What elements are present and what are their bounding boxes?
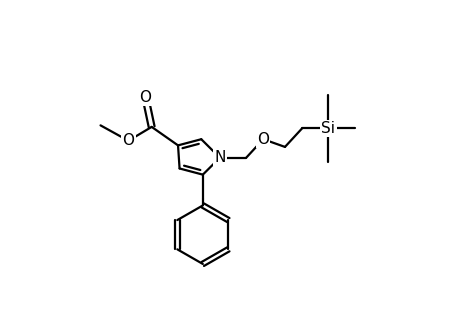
Text: N: N bbox=[214, 150, 226, 165]
Text: O: O bbox=[257, 132, 269, 147]
Text: O: O bbox=[139, 90, 151, 105]
Text: Si: Si bbox=[321, 121, 335, 136]
Text: O: O bbox=[122, 133, 134, 148]
